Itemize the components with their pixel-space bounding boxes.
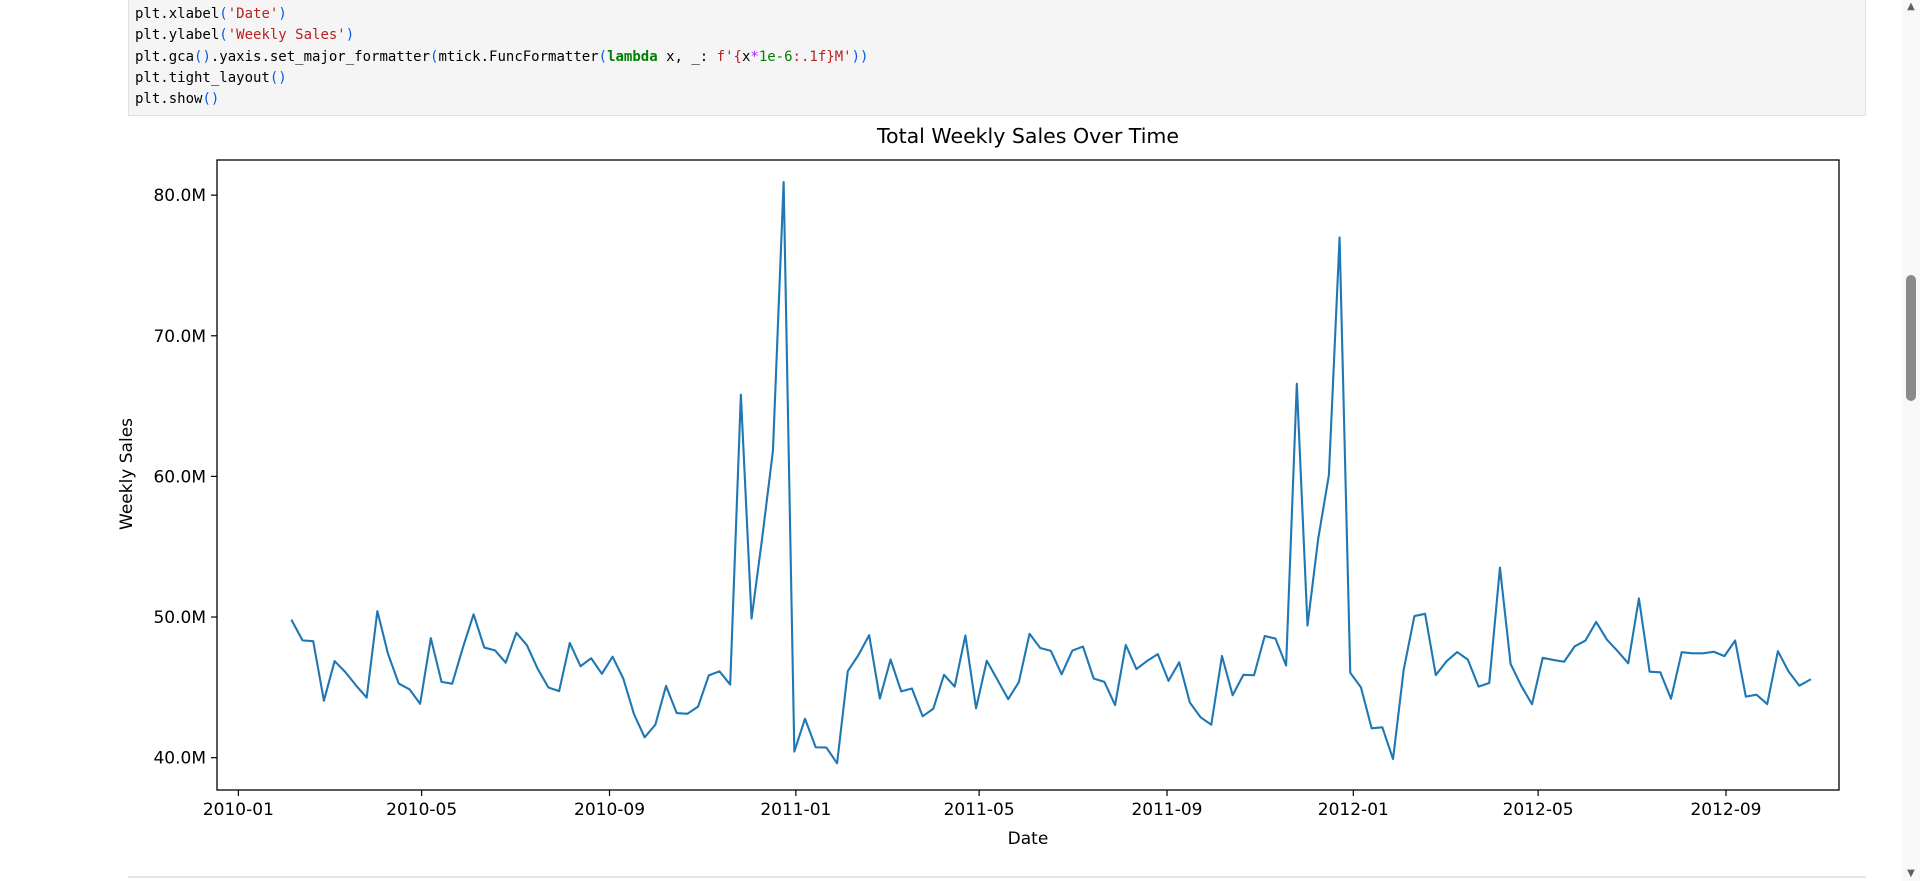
code-token: plt.gca [135,48,195,65]
code-token: plt.ylabel [135,27,220,44]
code-token: plt.xlabel [135,6,220,22]
code-line: plt.gca().yaxis.set_major_formatter(mtic… [135,47,1859,68]
y-axis-ticks: 40.0M 50.0M 60.0M 70.0M 80.0M [153,186,217,769]
code-token: 'Date' [227,6,279,22]
code-token: ) [345,27,355,44]
x-tick-label: 2010-05 [386,800,457,820]
code-token: () [194,48,211,65]
x-axis-ticks: 2010-01 2010-05 2010-09 2011-01 2011-05 2011-… [203,790,1761,820]
x-tick-label: 2012-01 [1318,800,1389,820]
code-token: plt.show [135,91,203,108]
x-tick-label: 2012-05 [1503,800,1574,820]
y-tick-label: 40.0M [153,749,206,769]
x-tick-label: 2010-01 [203,800,274,820]
x-tick-label: 2010-09 [574,800,645,820]
chart-title: Total Weekly Sales Over Time [876,124,1179,148]
code-token: plt.tight_layout [135,69,270,86]
vertical-scrollbar[interactable]: ▲ ▼ [1902,0,1920,881]
series-line-weekly-sales [290,181,1812,765]
x-axis-label: Date [1008,829,1049,849]
code-token: :.1f}M' [792,48,852,65]
y-tick-label: 60.0M [153,467,206,487]
x-tick-label: 2012-09 [1690,800,1761,820]
code-cell[interactable]: plt.xlabel('Date') plt.ylabel('Weekly Sal… [128,0,1866,116]
chart: Total Weekly Sales Over Time Weekly Sale… [117,124,1840,849]
code-line: plt.tight_layout() [135,68,1859,89]
code-token: ) [278,6,287,22]
y-tick-label: 50.0M [153,608,206,628]
scroll-down-arrow-icon[interactable]: ▼ [1907,868,1915,879]
code-token: 1e-6 [758,48,793,65]
code-token: ( [430,48,439,65]
x-tick-label: 2011-01 [760,800,831,820]
code-token: mtick.FuncFormatter [438,48,599,65]
code-token: x [741,48,751,65]
code-token: * [750,48,759,65]
code-token: .yaxis.set_major_formatter [210,48,431,65]
y-tick-label: 70.0M [153,327,206,347]
code-token: 'Weekly Sales' [227,27,346,44]
code-token: x, _: [657,48,717,65]
scroll-up-arrow-icon[interactable]: ▲ [1907,1,1915,12]
y-axis-label: Weekly Sales [118,418,137,530]
code-token: ( [219,6,228,22]
code-token: () [269,69,287,86]
code-line: plt.ylabel('Weekly Sales') [135,25,1859,46]
code-token: () [202,91,220,108]
code-token: lambda [607,48,658,65]
x-tick-label: 2011-09 [1131,800,1202,820]
code-token: )) [851,48,869,65]
plot-frame [216,159,1840,791]
code-token: ( [219,27,228,44]
scroll-thumb[interactable] [1906,275,1916,401]
code-line: plt.show() [135,89,1859,110]
code-token: f'{ [716,48,742,65]
code-token: ( [598,48,608,65]
code-editor[interactable]: plt.xlabel('Date') plt.ylabel('Weekly Sal… [135,4,1859,110]
y-tick-label: 80.0M [153,186,206,206]
x-tick-label: 2011-05 [944,800,1015,820]
cell-divider [128,876,1866,878]
code-line: plt.xlabel('Date') [135,4,1859,25]
output-area: Total Weekly Sales Over Time Weekly Sale… [117,116,1878,876]
